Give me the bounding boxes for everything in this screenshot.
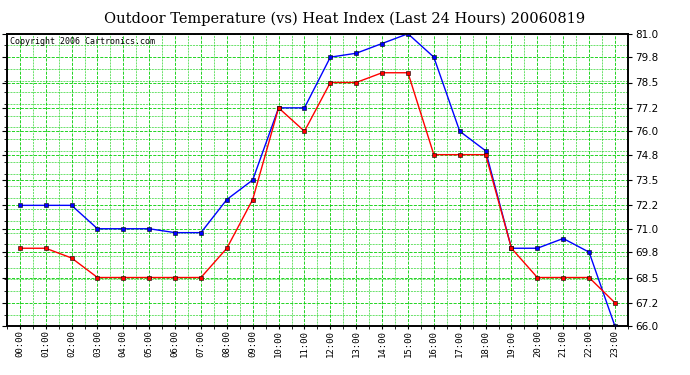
Text: Copyright 2006 Cartronics.com: Copyright 2006 Cartronics.com — [10, 37, 155, 46]
Text: Outdoor Temperature (vs) Heat Index (Last 24 Hours) 20060819: Outdoor Temperature (vs) Heat Index (Las… — [104, 11, 586, 26]
